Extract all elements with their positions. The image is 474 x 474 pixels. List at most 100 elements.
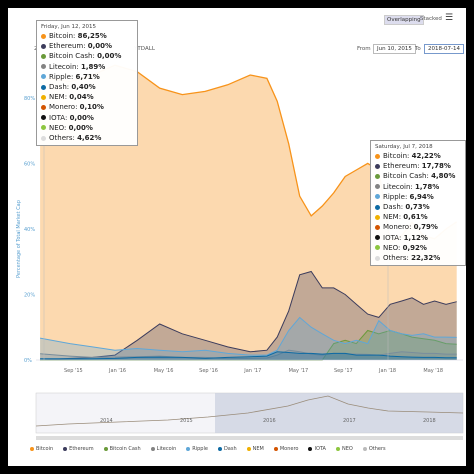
tooltip-series-name: Bitcoin Cash: bbox=[49, 52, 98, 61]
legend-item[interactable]: Bitcoin bbox=[30, 446, 53, 452]
series-marker-icon bbox=[41, 135, 46, 141]
legend-item[interactable]: Bitcoin Cash bbox=[103, 446, 141, 452]
series-marker-icon bbox=[41, 94, 46, 100]
series-marker-icon bbox=[375, 194, 380, 200]
tooltip-jun-2015: Friday, Jun 12, 2015 Bitcoin: 86,25% Ethe… bbox=[36, 20, 138, 147]
tooltip-value: 0,00% bbox=[69, 113, 94, 122]
tooltip-entry: Monero: 0,79% bbox=[375, 222, 461, 232]
legend-marker-icon bbox=[103, 446, 108, 451]
tooltip-entry: Bitcoin Cash: 0,00% bbox=[41, 51, 133, 61]
legend-item[interactable]: Dash bbox=[217, 446, 237, 452]
tooltip-value: 4,80% bbox=[431, 172, 456, 181]
tooltip-series-name: Bitcoin Cash: bbox=[383, 172, 432, 181]
tooltip-value: 0,40% bbox=[71, 83, 96, 92]
tooltip-entry: IOTA: 0,00% bbox=[41, 113, 133, 123]
series-marker-icon bbox=[375, 204, 380, 210]
tooltip-value: 1,12% bbox=[403, 233, 428, 242]
tooltip-series-name: NEO: bbox=[383, 243, 403, 252]
chart-legend: Bitcoin Ethereum Bitcoin Cash Litecoin Rippl… bbox=[30, 446, 396, 452]
legend-marker-icon bbox=[186, 446, 191, 451]
tooltip-value: 17,78% bbox=[421, 162, 451, 171]
y-tick-label: 40% bbox=[24, 227, 35, 233]
legend-label: Monero bbox=[279, 446, 299, 452]
zoom-button-ytd[interactable]: YTD bbox=[134, 46, 145, 52]
legend-marker-icon bbox=[150, 446, 155, 451]
series-marker-icon bbox=[375, 255, 380, 261]
tooltip-value: 86,25% bbox=[77, 32, 107, 40]
y-tick-label: 80% bbox=[24, 96, 35, 102]
from-label: From bbox=[357, 46, 371, 52]
legend-item[interactable]: Ethereum bbox=[63, 446, 94, 452]
tooltip-value: 4,62% bbox=[77, 134, 102, 143]
tooltip-series-name: Others: bbox=[49, 134, 78, 143]
x-tick-label: Sep '15 bbox=[64, 368, 83, 374]
series-marker-icon bbox=[41, 53, 46, 59]
tooltip-series-name: IOTA: bbox=[383, 233, 404, 242]
navigator-scrollbar[interactable] bbox=[36, 436, 463, 440]
series-marker-icon bbox=[41, 43, 46, 49]
tooltip-series-name: Ethereum: bbox=[49, 42, 88, 51]
tooltip-value: 0,79% bbox=[413, 223, 438, 232]
legend-item[interactable]: NEM bbox=[246, 446, 264, 452]
legend-marker-icon bbox=[30, 446, 34, 451]
tooltip-value: 6,94% bbox=[409, 192, 434, 201]
series-marker-icon bbox=[375, 153, 380, 159]
tooltip-series-name: Monero: bbox=[49, 103, 80, 112]
tooltip-series-name: NEM: bbox=[49, 93, 70, 102]
tooltip-entry: Others: 22,32% bbox=[375, 253, 461, 263]
tooltip-series-name: Bitcoin: bbox=[49, 32, 78, 40]
chart-frame: 80% 60% 40% 20% 0% Percentage of Total Market… bbox=[8, 8, 466, 466]
tooltip-entry: IOTA: 1,12% bbox=[375, 233, 461, 243]
to-date-input[interactable]: 2018-07-14 bbox=[424, 44, 464, 54]
x-tick-label: May '17 bbox=[289, 368, 309, 374]
navigator-tick-label: 2014 bbox=[100, 418, 113, 424]
legend-label: Bitcoin Cash bbox=[109, 446, 141, 452]
zoom-button-2[interactable]: 2 bbox=[34, 46, 38, 52]
tooltip-entry: Litecoin: 1,78% bbox=[375, 182, 461, 192]
legend-label: Dash bbox=[223, 446, 237, 452]
overlapping-button[interactable]: Overlapping bbox=[384, 15, 424, 25]
series-marker-icon bbox=[41, 84, 46, 90]
navigator-tick-label: 2015 bbox=[180, 418, 193, 424]
tooltip-entry: Ripple: 6,94% bbox=[375, 192, 461, 202]
tooltip-series-name: Monero: bbox=[383, 223, 414, 232]
legend-item[interactable]: NEO bbox=[335, 446, 353, 452]
legend-marker-icon bbox=[308, 446, 313, 451]
series-area-dash bbox=[40, 351, 457, 360]
series-marker-icon bbox=[375, 173, 380, 179]
menu-icon[interactable]: ☰ bbox=[445, 13, 454, 23]
tooltip-value: 0,10% bbox=[79, 103, 104, 112]
x-tick-label: May '16 bbox=[154, 368, 174, 374]
stacked-button[interactable]: Stacked bbox=[420, 16, 442, 22]
tooltip-entry: Dash: 0,73% bbox=[375, 202, 461, 212]
tooltip-series-name: Ripple: bbox=[383, 192, 410, 201]
tooltip-series-name: Dash: bbox=[383, 203, 406, 212]
legend-item[interactable]: IOTA bbox=[308, 446, 326, 452]
tooltip-value: 0,04% bbox=[69, 93, 94, 102]
tooltip-value: 1,89% bbox=[81, 62, 106, 71]
legend-item[interactable]: Monero bbox=[273, 446, 299, 452]
tooltip-series-name: Others: bbox=[383, 254, 412, 263]
zoom-button-all[interactable]: ALL bbox=[145, 46, 155, 52]
series-line-ethereum[interactable] bbox=[40, 270, 457, 361]
series-line-ripple[interactable] bbox=[40, 316, 457, 356]
tooltip-jul-2018: Saturday, Jul 7, 2018 Bitcoin: 42,22% Eth… bbox=[370, 140, 466, 267]
x-tick-label: Jan '18 bbox=[378, 368, 396, 374]
tooltip-entry: Others: 4,62% bbox=[41, 133, 133, 143]
legend-item[interactable]: Litecoin bbox=[150, 446, 177, 452]
tooltip-value: 0,61% bbox=[403, 213, 428, 222]
series-line-dash[interactable] bbox=[40, 351, 457, 360]
tooltip-entry: Monero: 0,10% bbox=[41, 102, 133, 112]
tooltip-value: 0,73% bbox=[405, 203, 430, 212]
legend-marker-icon bbox=[273, 446, 278, 451]
navigator-tick-label: 2016 bbox=[263, 418, 276, 424]
legend-label: Litecoin bbox=[156, 446, 177, 452]
legend-item[interactable]: Ripple bbox=[186, 446, 208, 452]
tooltip-value: 6,71% bbox=[75, 72, 100, 81]
from-date-input[interactable]: Jun 10, 2015 bbox=[373, 44, 416, 54]
legend-item[interactable]: Others bbox=[362, 446, 386, 452]
legend-label: Ripple bbox=[192, 446, 208, 452]
tooltip-entry: Ripple: 6,71% bbox=[41, 72, 133, 82]
navigator-selected-range[interactable] bbox=[215, 393, 463, 433]
tooltip-entry: NEM: 0,04% bbox=[41, 92, 133, 102]
